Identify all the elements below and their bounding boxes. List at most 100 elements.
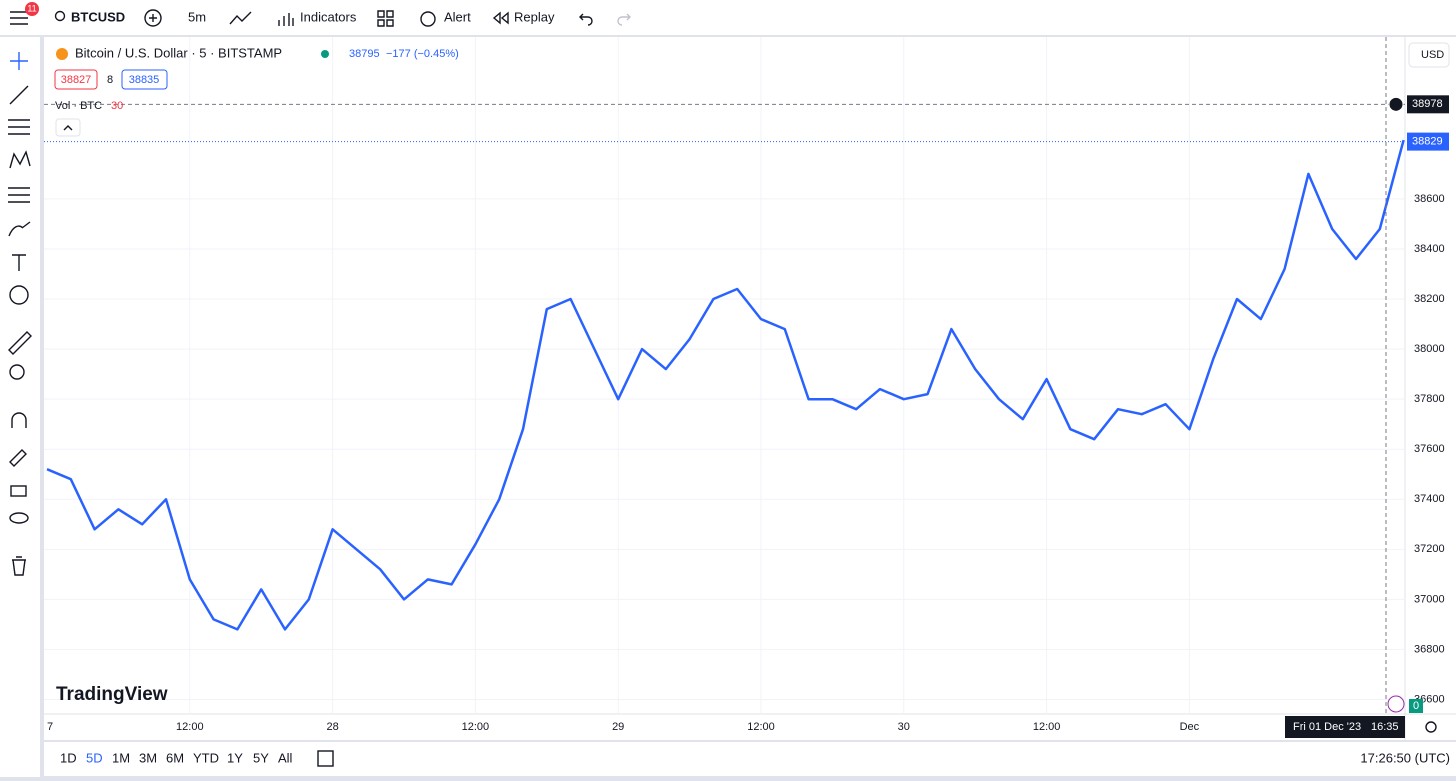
x-tick-label: 7 <box>47 721 53 733</box>
visibility-tool[interactable] <box>9 512 29 524</box>
x-tick-label: 12:00 <box>747 721 775 733</box>
zoom-tool[interactable] <box>9 364 25 380</box>
goto-date-icon[interactable] <box>317 750 334 767</box>
y-tick-label: 38200 <box>1414 293 1445 305</box>
undo-icon[interactable] <box>579 13 593 26</box>
coin-icon <box>56 48 68 60</box>
bid: 38827 <box>61 74 92 86</box>
x-tick-label: 30 <box>898 721 910 733</box>
range-button[interactable]: 5D <box>86 750 103 765</box>
alert[interactable]: Alert <box>444 9 471 24</box>
ask: 38835 <box>129 74 160 86</box>
alerts-badge <box>1409 699 1423 713</box>
measure-tool[interactable] <box>8 331 32 355</box>
range-button[interactable]: YTD <box>193 750 219 765</box>
redo-icon[interactable] <box>617 13 631 26</box>
interval[interactable]: 5m <box>188 9 206 24</box>
symbol[interactable]: BTCUSD <box>71 9 125 24</box>
spread: 8 <box>107 74 113 86</box>
menu-icon <box>10 11 28 25</box>
x-tick-label: 28 <box>326 721 338 733</box>
legend-price: 38795 <box>349 48 380 60</box>
icon-tool[interactable] <box>9 285 29 305</box>
top-toolbar <box>0 0 1456 35</box>
y-tick-label: 38400 <box>1414 243 1445 255</box>
fib-tool[interactable] <box>8 119 30 135</box>
ask-box[interactable] <box>121 69 168 90</box>
last-price: 38829 <box>1412 136 1443 148</box>
brush-tool[interactable] <box>8 221 31 237</box>
replay-icon <box>492 11 509 25</box>
collapse-icon <box>63 125 73 131</box>
y-tick-label: 37000 <box>1414 593 1445 605</box>
y-tick-label: 37400 <box>1414 493 1445 505</box>
indicators[interactable]: Indicators <box>300 9 357 24</box>
y-tick-label: 38000 <box>1414 343 1445 355</box>
magnet-tool[interactable] <box>11 412 27 428</box>
bid-box[interactable] <box>54 69 98 90</box>
range-buttons: 1D 5D 1M 3M 6M YTD 1Y 5Y All <box>60 750 293 765</box>
trend-line-tool[interactable] <box>9 85 29 105</box>
badge-count: 11 <box>27 3 36 13</box>
alerts-icon[interactable] <box>1387 695 1405 713</box>
crosshair-time: 16:35 <box>1371 721 1399 733</box>
search-icon <box>54 10 66 22</box>
legend-change: −177 (−0.45%) <box>386 48 459 60</box>
legend-title: Bitcoin / U.S. Dollar · 5 · BITSTAMP <box>75 45 282 60</box>
collapse-button[interactable] <box>55 118 81 137</box>
settings-icon[interactable] <box>1425 721 1437 733</box>
y-tick-label: 37800 <box>1414 393 1445 405</box>
menu-button[interactable]: 11 <box>10 2 39 25</box>
x-tick-label: 12:00 <box>1033 721 1061 733</box>
crosshair-price: 38978 <box>1412 98 1443 110</box>
pattern-tool[interactable] <box>9 150 31 169</box>
currency-button[interactable] <box>1408 42 1450 68</box>
last-price-badge <box>1407 132 1449 151</box>
price-line <box>46 139 1405 631</box>
x-tick-label: 12:00 <box>462 721 490 733</box>
left-toolbar <box>0 37 40 777</box>
x-tick-label: 12:00 <box>176 721 204 733</box>
grid: 3660036800370003720037400376003780038000… <box>44 37 1445 733</box>
lock-drawings-tool[interactable] <box>9 449 27 467</box>
lock-tool[interactable] <box>10 485 27 497</box>
range-button[interactable]: 1Y <box>227 750 243 765</box>
market-status <box>321 50 329 58</box>
badge <box>25 2 39 16</box>
volume-label: Vol · BTC <box>55 100 102 112</box>
add-alert-button[interactable] <box>1388 96 1404 112</box>
compare-icon[interactable] <box>144 9 162 27</box>
prediction-tool[interactable] <box>8 187 30 203</box>
drawing-tools <box>8 52 32 576</box>
volume-value: 30 <box>111 100 123 112</box>
alert-icon <box>420 11 436 27</box>
indicators-icon <box>278 13 294 26</box>
alerts-count: 0 <box>1413 700 1419 712</box>
range-button[interactable]: 3M <box>139 750 157 765</box>
watermark: TradingView <box>56 684 168 705</box>
replay[interactable]: Replay <box>514 9 555 24</box>
trash-tool[interactable] <box>12 556 26 576</box>
range-button[interactable]: All <box>278 750 293 765</box>
text-tool[interactable] <box>12 254 26 271</box>
y-tick-label: 37200 <box>1414 543 1445 555</box>
plot: 38829 38978 <box>44 37 1449 714</box>
chart-panel <box>44 37 1456 740</box>
y-tick-label: 36800 <box>1414 643 1445 655</box>
layouts-icon[interactable] <box>377 10 394 27</box>
x-tick-label: Dec <box>1180 721 1200 733</box>
range-button[interactable]: 5Y <box>253 750 269 765</box>
x-tick-label: 29 <box>612 721 624 733</box>
range-button[interactable]: 1D <box>60 750 77 765</box>
compare-plus <box>149 14 157 22</box>
range-button[interactable]: 6M <box>166 750 184 765</box>
time-badge <box>1285 716 1405 738</box>
crosshair-tool[interactable] <box>10 52 28 70</box>
crosshair-date: Fri 01 Dec '23 <box>1293 721 1361 733</box>
bottom-bar <box>44 742 1456 776</box>
chart-type-icon[interactable] <box>229 11 252 25</box>
range-button[interactable]: 1M <box>112 750 130 765</box>
currency: USD <box>1421 49 1444 61</box>
crosshair-price-badge <box>1407 95 1449 114</box>
